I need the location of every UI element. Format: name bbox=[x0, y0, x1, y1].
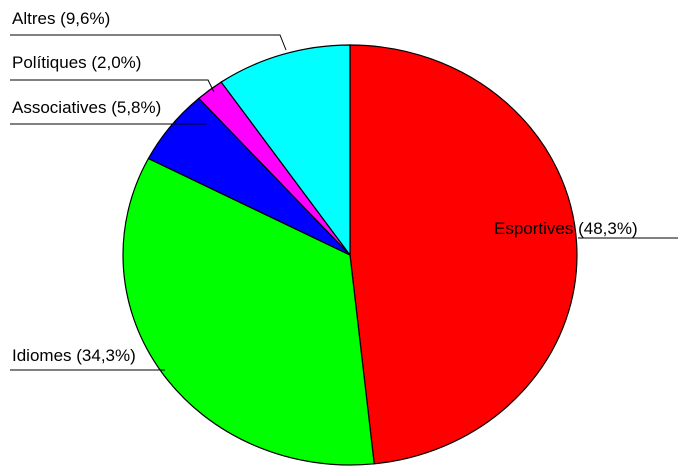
leader-line-altres bbox=[10, 34, 287, 51]
slice-label-idiomes: Idiomes (34,3%) bbox=[12, 346, 136, 365]
pie-slice-idiomes bbox=[122, 157, 375, 466]
slice-label-esportives: Esportives (48,3%) bbox=[494, 219, 638, 238]
leader-line-politiques bbox=[10, 79, 215, 93]
pie-slice-esportives bbox=[349, 44, 578, 465]
slice-label-politiques: Polítiques (2,0%) bbox=[12, 53, 141, 72]
slice-label-altres: Altres (9,6%) bbox=[12, 9, 110, 28]
slice-label-associatives: Associatives (5,8%) bbox=[12, 98, 161, 117]
slice-labels: Esportives (48,3%) Idiomes (34,3%) Associa… bbox=[12, 9, 638, 365]
pie-slice-altres bbox=[220, 44, 351, 257]
pie-slices bbox=[122, 44, 578, 466]
leader-lines bbox=[10, 34, 678, 371]
